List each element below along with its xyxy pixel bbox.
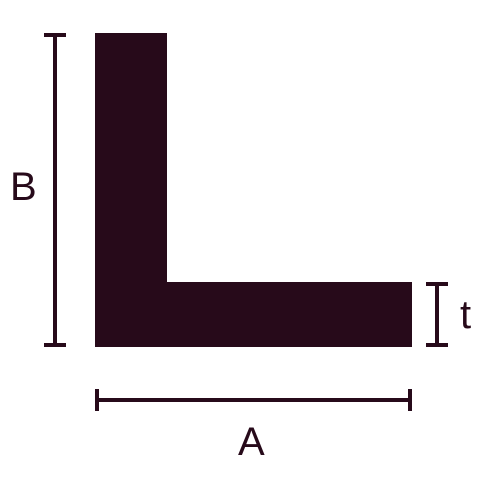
dimension-cap-t-bottom <box>426 343 448 347</box>
dimension-label-t: t <box>460 293 471 338</box>
dimension-cap-A-right <box>408 389 412 411</box>
dimension-cap-A-left <box>95 389 99 411</box>
dimension-line-t <box>435 282 439 347</box>
dimension-cap-B-bottom <box>44 343 66 347</box>
dimension-label-B: B <box>10 165 37 210</box>
dimension-cap-B-top <box>44 33 66 37</box>
dimension-diagram: B A t <box>0 0 500 500</box>
dimension-line-A <box>95 398 412 402</box>
angle-profile-horizontal <box>95 282 412 347</box>
dimension-cap-t-top <box>426 282 448 286</box>
dimension-label-A: A <box>238 420 265 465</box>
dimension-line-B <box>53 33 57 347</box>
